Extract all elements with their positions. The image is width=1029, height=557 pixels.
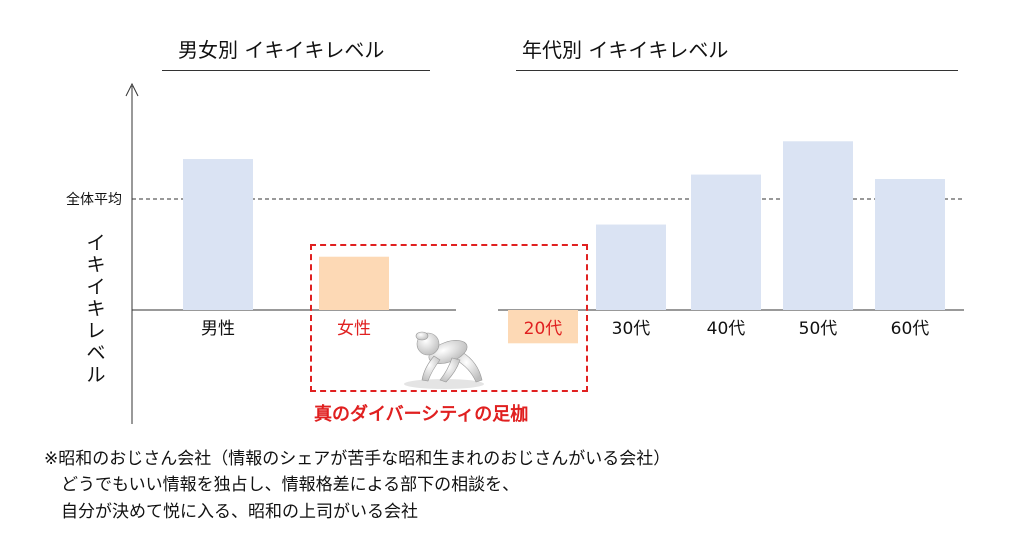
callout-label: 真のダイバーシティの足枷 — [314, 404, 529, 425]
callout-box — [310, 244, 588, 392]
bar-30代 — [596, 224, 666, 310]
crouching-person-icon — [404, 331, 484, 389]
note-line-1: ※昭和のおじさん会社（情報のシェアが苦手な昭和生まれのおじさんがいる会社） — [44, 449, 671, 469]
age-title-underline — [516, 70, 958, 71]
gender-section-title: 男女別 イキイキレベル — [178, 38, 385, 62]
bar-男性 — [183, 159, 253, 310]
note-line-2: どうでもいい情報を独占し、情報格差による部下の相談を、 — [44, 475, 520, 495]
gender-title-underline — [162, 70, 430, 71]
category-label-20代: 20代 — [524, 319, 563, 339]
note-line-3: 自分が決めて悦に入る、昭和の上司がいる会社 — [44, 502, 418, 522]
category-label-60代: 60代 — [891, 319, 930, 339]
age-section-title: 年代別 イキイキレベル — [522, 38, 729, 62]
bar-50代 — [783, 141, 853, 310]
category-label-50代: 50代 — [799, 319, 838, 339]
category-label-女性: 女性 — [337, 319, 371, 339]
category-label-30代: 30代 — [612, 319, 651, 339]
reference-line-label: 全体平均 — [66, 191, 122, 208]
bar-40代 — [691, 174, 761, 310]
category-label-40代: 40代 — [707, 319, 746, 339]
category-label-男性: 男性 — [201, 319, 235, 339]
bar-60代 — [875, 179, 945, 310]
y-axis-label: イキイキレベル — [86, 232, 106, 386]
bar-女性 — [319, 256, 389, 310]
y-axis-arrow — [125, 82, 139, 97]
bar-20代 — [508, 310, 578, 344]
